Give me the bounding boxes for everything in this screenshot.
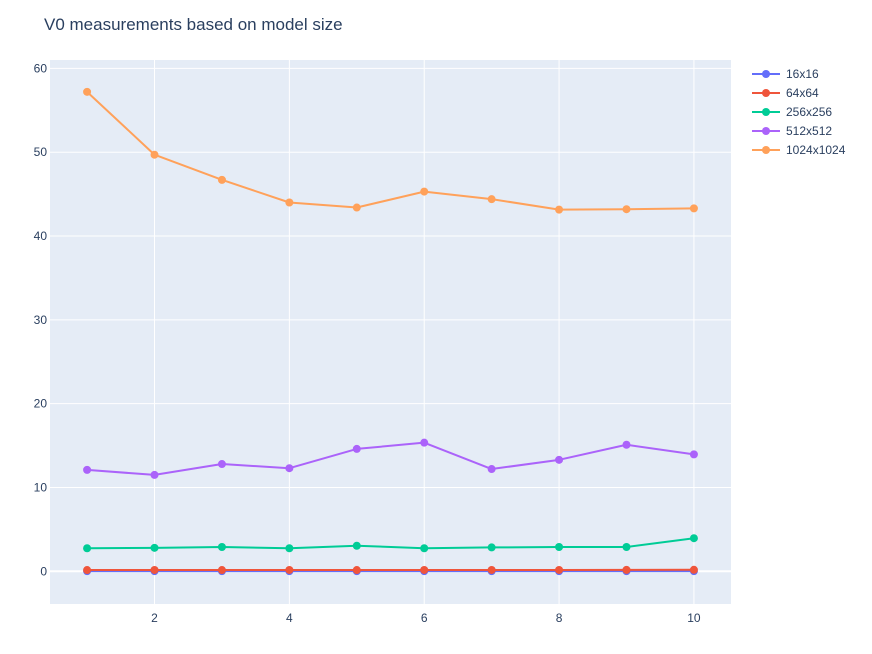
plot-area (50, 60, 731, 604)
legend-label: 64x64 (786, 86, 819, 100)
legend: 16x16 64x64 256x256 512x512 1024x1024 (752, 67, 846, 157)
data-point[interactable] (555, 543, 564, 552)
data-point[interactable] (689, 565, 698, 574)
y-tick-label: 40 (34, 229, 48, 243)
data-point[interactable] (555, 455, 564, 464)
data-point[interactable] (352, 444, 361, 453)
series-256x256 (83, 534, 698, 553)
legend-marker (762, 70, 770, 78)
legend-label: 16x16 (786, 67, 819, 81)
data-point[interactable] (83, 87, 92, 96)
data-point[interactable] (689, 450, 698, 459)
data-point[interactable] (622, 205, 631, 214)
y-tick-label: 0 (40, 564, 47, 578)
data-point[interactable] (83, 465, 92, 474)
series-line (87, 441, 695, 476)
x-axis-ticks: 2 4 6 8 10 (151, 611, 701, 625)
data-point[interactable] (150, 543, 159, 552)
legend-marker (762, 146, 770, 154)
data-point[interactable] (622, 565, 631, 574)
legend-marker (762, 127, 770, 135)
x-tick-label: 2 (151, 611, 158, 625)
legend-label: 256x256 (786, 105, 832, 119)
legend-label: 1024x1024 (786, 143, 846, 157)
series-64x64 (83, 565, 698, 575)
series-line (87, 537, 695, 550)
data-point[interactable] (217, 543, 226, 552)
data-point[interactable] (217, 175, 226, 184)
legend-item[interactable]: 16x16 (752, 67, 819, 81)
legend-item[interactable]: 64x64 (752, 86, 819, 100)
data-point[interactable] (487, 195, 496, 204)
series-512x512 (83, 438, 698, 479)
data-point[interactable] (150, 150, 159, 159)
y-tick-label: 50 (34, 145, 48, 159)
x-tick-label: 10 (687, 611, 701, 625)
data-point[interactable] (420, 438, 429, 447)
data-point[interactable] (420, 565, 429, 574)
data-point[interactable] (420, 544, 429, 553)
legend-label: 512x512 (786, 124, 832, 138)
data-point[interactable] (83, 544, 92, 553)
legend-marker (762, 89, 770, 97)
data-point[interactable] (487, 465, 496, 474)
data-point[interactable] (689, 534, 698, 543)
data-point[interactable] (689, 204, 698, 213)
data-point[interactable] (555, 205, 564, 214)
series-1024x1024 (83, 87, 698, 214)
data-point[interactable] (622, 543, 631, 552)
y-tick-label: 60 (34, 61, 48, 75)
legend-item[interactable]: 256x256 (752, 105, 832, 119)
data-point[interactable] (83, 566, 92, 575)
data-point[interactable] (487, 565, 496, 574)
y-axis-ticks: 0 10 20 30 40 50 60 (34, 61, 48, 578)
data-point[interactable] (352, 203, 361, 212)
x-tick-label: 6 (421, 611, 428, 625)
data-point[interactable] (285, 198, 294, 207)
data-point[interactable] (285, 544, 294, 553)
series-line (86, 91, 694, 211)
data-point[interactable] (352, 541, 361, 550)
data-point[interactable] (420, 187, 429, 196)
x-tick-label: 4 (286, 611, 293, 625)
x-tick-label: 8 (556, 611, 563, 625)
legend-marker (762, 108, 770, 116)
chart-title: V0 measurements based on model size (44, 15, 343, 34)
legend-item[interactable]: 1024x1024 (752, 143, 846, 157)
y-tick-label: 20 (34, 397, 48, 411)
data-point[interactable] (217, 566, 226, 575)
data-point[interactable] (285, 565, 294, 574)
data-point[interactable] (622, 440, 631, 449)
data-point[interactable] (487, 543, 496, 552)
data-point[interactable] (150, 565, 159, 574)
data-point[interactable] (352, 566, 361, 575)
y-tick-label: 30 (34, 313, 48, 327)
data-point[interactable] (217, 460, 226, 469)
data-point[interactable] (285, 464, 294, 473)
series-group (83, 87, 698, 576)
data-point[interactable] (555, 565, 564, 574)
data-point[interactable] (150, 470, 159, 479)
legend-item[interactable]: 512x512 (752, 124, 832, 138)
y-tick-label: 10 (34, 480, 48, 494)
